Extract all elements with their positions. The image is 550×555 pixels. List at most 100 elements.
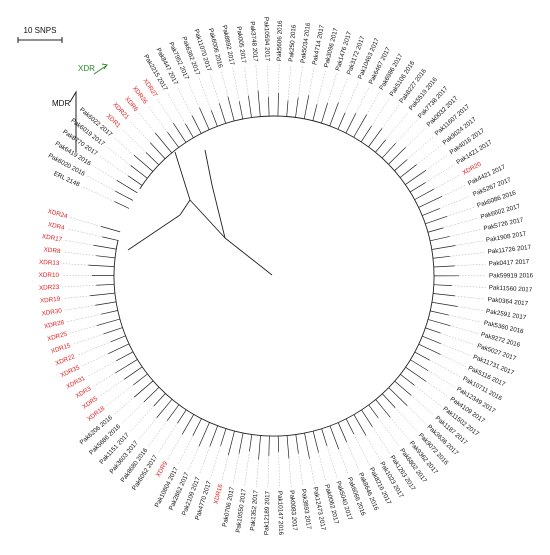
branch (422, 208, 440, 215)
leader (328, 73, 337, 103)
leader (443, 218, 478, 228)
leader (396, 120, 418, 144)
leader (298, 453, 303, 486)
branch (400, 165, 417, 178)
branch (173, 123, 186, 142)
branch (111, 336, 126, 342)
leader (77, 342, 110, 355)
leader (73, 334, 103, 344)
branch (269, 97, 270, 116)
branch (304, 95, 309, 119)
leader (367, 92, 380, 115)
leaf-label: XDR10 (39, 272, 60, 279)
leaf-label: XDR28 (44, 319, 66, 330)
leaf-label: Pak0417 2017 (488, 258, 529, 267)
branch (177, 410, 186, 423)
leader (442, 185, 465, 196)
leader (390, 417, 408, 439)
leaf-label: Pak005 2017 (235, 26, 247, 64)
leader (63, 252, 96, 256)
leader (221, 71, 228, 97)
leaf-label: Pak10594 2017 (262, 17, 270, 62)
leader (67, 229, 102, 237)
branch (400, 374, 414, 385)
leaf-label: Pak5606 2016 (276, 20, 284, 61)
branch (97, 319, 120, 325)
leader (406, 128, 426, 148)
leader (414, 385, 441, 406)
branch (131, 165, 148, 178)
leaf-label: XDR19 (40, 296, 61, 305)
branch (154, 393, 166, 405)
branch (425, 328, 440, 333)
leaf-label: Pak12189 2017 (263, 490, 271, 535)
branch (157, 399, 172, 417)
branch (115, 191, 133, 200)
leaf-label: XDR16 (213, 483, 225, 505)
leader (440, 196, 471, 208)
leader (139, 113, 156, 133)
leader (139, 418, 157, 440)
branch (422, 336, 441, 344)
branch (382, 394, 395, 408)
branch (415, 352, 430, 360)
leader (434, 175, 460, 189)
leader (114, 137, 134, 155)
leader (62, 264, 88, 266)
branch (115, 359, 137, 373)
branch (114, 202, 129, 209)
leader (417, 145, 441, 164)
leaf-label: Pak10147 2016 (276, 491, 284, 536)
leader (447, 207, 474, 216)
leader (158, 423, 178, 453)
leader (62, 285, 96, 287)
leaf-label: XDR9 (155, 460, 170, 478)
branch (322, 429, 327, 446)
leader (382, 105, 399, 128)
branch (433, 293, 455, 295)
leader (338, 77, 347, 102)
branch (239, 101, 243, 119)
branch (405, 367, 426, 381)
leader (411, 396, 434, 416)
leader (93, 166, 117, 181)
leader (167, 93, 185, 124)
leader (288, 65, 291, 101)
leader (106, 385, 133, 406)
branch (296, 435, 299, 454)
leader (210, 446, 220, 478)
branch (88, 265, 114, 267)
leader (339, 449, 348, 474)
branch (410, 360, 428, 371)
leader (256, 65, 258, 91)
branch (94, 245, 117, 249)
leader (289, 458, 291, 487)
branch (305, 433, 310, 459)
branch (433, 256, 450, 258)
leader (210, 74, 219, 104)
leader (157, 99, 173, 123)
leader (244, 66, 248, 96)
branch (144, 387, 159, 402)
leaf-label: XDR4 (47, 221, 65, 232)
leaf-label: Pak11560 2017 (488, 284, 532, 293)
branch (108, 344, 129, 354)
leader (455, 264, 486, 266)
branch (239, 433, 243, 454)
branch (313, 431, 318, 452)
leader (449, 315, 481, 322)
leader (256, 459, 258, 487)
leader (114, 397, 134, 415)
leader (268, 64, 269, 97)
leader (178, 87, 193, 115)
xdr-clade-label: XDR (78, 64, 95, 73)
leader (372, 427, 389, 454)
branch (278, 93, 279, 116)
leaf-label: Pak12473 2017 (311, 486, 326, 531)
leader (245, 451, 250, 486)
leader (168, 434, 183, 459)
branch (146, 152, 159, 164)
leader (121, 129, 145, 153)
leaf-label: Pak0706 2017 (221, 486, 236, 528)
leader (347, 442, 359, 470)
